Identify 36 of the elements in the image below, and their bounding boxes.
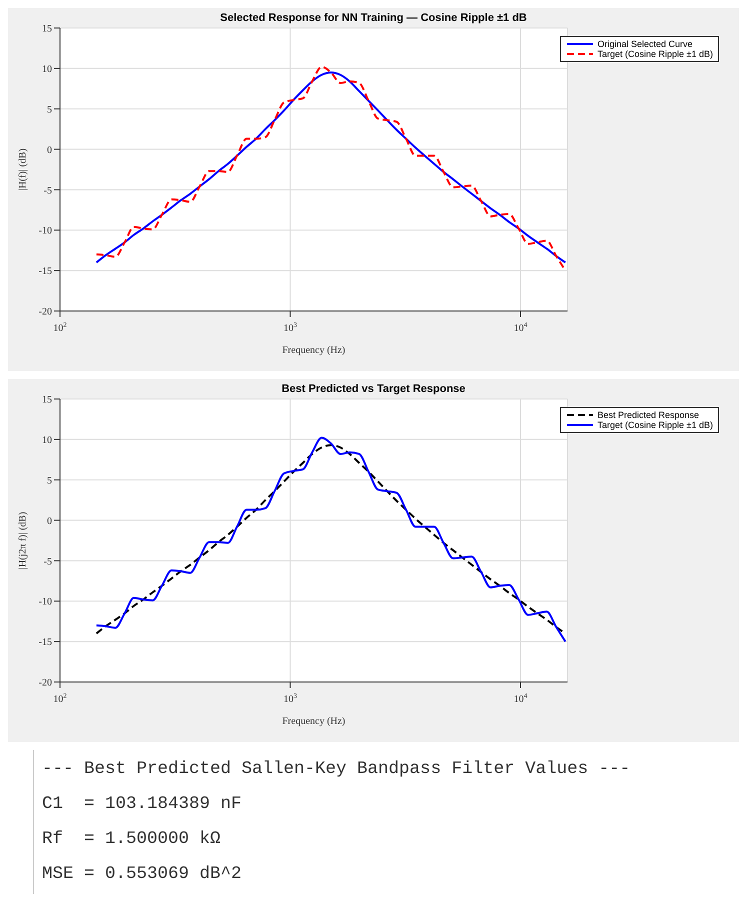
- legend-label: Target (Cosine Ripple ±1 dB): [598, 49, 713, 59]
- x-axis-title: Frequency (Hz): [282, 716, 346, 727]
- chart-title: Selected Response for NN Training — Cosine Ripple ±1 dB: [219, 12, 528, 24]
- text: C1 = 103.184389 nF: [42, 793, 243, 816]
- legend-label: Original Selected Curve: [598, 39, 693, 49]
- x-tick-label: 10$^{2}$: [53, 692, 68, 705]
- y-tick-label: -15: [38, 637, 52, 648]
- y-tick-label: -15: [38, 266, 52, 278]
- text: MSE = 0.553069 dB^2: [42, 863, 243, 886]
- y-tick-label: 0: [47, 516, 52, 527]
- y-tick-label: -5: [44, 556, 52, 568]
- legend-label: Best Predicted Response: [598, 410, 700, 420]
- y-tick-label: -5: [44, 185, 52, 196]
- text: Rf = 1.500000 kΩ: [42, 828, 222, 851]
- y-tick-label: -10: [38, 596, 52, 608]
- y-tick-label: 0: [47, 144, 52, 156]
- y-tick-label: 5: [47, 104, 52, 116]
- y-tick-label: 15: [42, 394, 52, 406]
- text: --- Best Predicted Sallen-Key Bandpass Filter Values ---: [42, 758, 632, 781]
- x-tick-label: 10$^{3}$: [284, 692, 298, 705]
- y-tick-label: -10: [38, 226, 52, 237]
- y-tick-label: 5: [47, 475, 52, 486]
- y-axis-title: |H(f)| (dB): [18, 148, 29, 191]
- y-tick-label: 10: [42, 64, 52, 75]
- x-tick-label: 10$^{4}$: [514, 321, 528, 334]
- legend-label: Target (Cosine Ripple ±1 dB): [598, 420, 713, 430]
- y-tick-label: 15: [42, 24, 52, 35]
- x-tick-label: 10$^{2}$: [53, 321, 68, 334]
- chart-title: Best Predicted vs Target Response: [280, 383, 466, 395]
- x-tick-label: 10$^{4}$: [514, 692, 528, 705]
- x-axis-title: Frequency (Hz): [282, 345, 346, 356]
- y-tick-label: 10: [42, 434, 52, 446]
- y-axis-title: |H(j2π f)| (dB): [18, 512, 29, 570]
- y-tick-label: -20: [38, 678, 52, 689]
- x-tick-label: 10$^{3}$: [284, 321, 298, 334]
- y-tick-label: -20: [38, 306, 52, 318]
